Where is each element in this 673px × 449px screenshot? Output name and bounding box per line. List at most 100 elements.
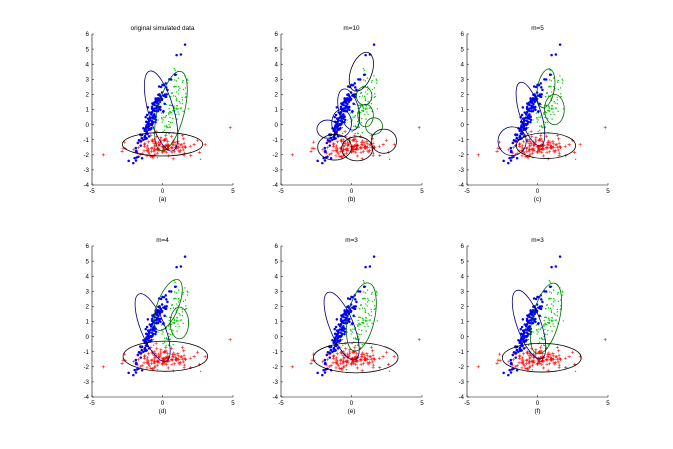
data-point-red <box>557 366 561 370</box>
data-point-blue <box>344 310 348 314</box>
component-ellipse <box>134 293 171 362</box>
x-tick-label: -5 <box>89 400 95 407</box>
data-point-green <box>552 85 555 88</box>
data-point-green <box>357 325 359 328</box>
data-point-green <box>535 112 538 114</box>
data-point-red <box>336 364 341 368</box>
data-point-blue <box>323 159 327 162</box>
data-point-green <box>551 91 553 93</box>
panel-title: m=4 <box>156 237 169 244</box>
component-ellipse <box>143 70 179 152</box>
data-point-blue <box>538 305 542 308</box>
data-point-red <box>546 143 550 147</box>
data-point-red <box>339 350 343 354</box>
data-point-green <box>358 333 360 336</box>
data-point-red <box>164 138 168 142</box>
data-point-red <box>150 358 154 362</box>
data-point-red <box>173 352 177 356</box>
data-point-red <box>542 359 546 363</box>
data-point-green <box>358 307 361 310</box>
data-point-green <box>357 120 359 123</box>
data-point-green <box>177 93 179 95</box>
component-ellipse <box>316 119 339 139</box>
data-point-green <box>165 132 168 135</box>
data-point-green <box>362 110 364 113</box>
data-point-green <box>172 117 174 120</box>
data-point-red <box>171 354 175 359</box>
data-point-blue <box>343 118 347 122</box>
data-point-blue <box>554 53 558 56</box>
data-point-green <box>357 316 360 319</box>
data-point-red <box>170 362 174 366</box>
y-tick-label: 6 <box>275 31 279 38</box>
data-point-green <box>539 116 542 118</box>
data-point-red <box>540 150 544 154</box>
data-point-red <box>192 355 196 359</box>
component-ellipse <box>323 291 360 361</box>
data-point-blue <box>150 110 154 114</box>
data-point-red <box>339 138 343 142</box>
data-point-green <box>179 87 181 89</box>
data-point-green <box>371 88 374 91</box>
data-point-red <box>171 143 175 147</box>
data-point-blue <box>368 265 372 268</box>
data-point-red <box>146 140 151 144</box>
data-point-green <box>554 319 556 321</box>
data-point-red <box>377 356 381 360</box>
data-point-red <box>373 145 377 149</box>
data-point-blue <box>339 338 342 342</box>
data-point-red <box>355 143 359 147</box>
data-point-green <box>175 309 178 311</box>
data-point-red <box>339 155 343 159</box>
data-point-red <box>146 352 151 356</box>
data-point-blue <box>346 85 350 88</box>
data-point-blue <box>321 373 324 377</box>
y-tick-label: -3 <box>83 379 89 386</box>
data-point-red <box>175 356 179 361</box>
y-tick-label: -4 <box>83 182 89 189</box>
data-point-blue <box>179 53 183 56</box>
data-point-red <box>553 150 557 154</box>
data-point-green <box>360 92 363 94</box>
data-point-red <box>557 349 561 353</box>
data-point-red <box>334 148 338 152</box>
data-point-green <box>366 85 369 88</box>
data-point-green <box>199 370 202 373</box>
data-point-green <box>156 156 159 159</box>
data-point-blue <box>155 98 159 102</box>
data-point-green <box>152 344 155 346</box>
data-point-red <box>351 139 355 143</box>
data-point-red <box>521 144 525 148</box>
data-point-red <box>150 146 154 150</box>
data-point-red <box>164 346 168 350</box>
y-tick-label: -4 <box>458 182 464 189</box>
data-point-blue <box>543 78 546 81</box>
data-point-green <box>157 331 159 333</box>
data-point-blue <box>143 127 147 131</box>
data-point-green <box>366 93 368 95</box>
data-point-green <box>538 116 540 118</box>
data-point-red <box>392 355 396 359</box>
data-point-red <box>521 356 525 360</box>
y-tick-label: 6 <box>86 31 90 38</box>
data-point-green <box>177 297 180 300</box>
data-point-red <box>166 139 170 144</box>
component-ellipse <box>348 51 374 92</box>
y-tick-label: -3 <box>272 379 278 386</box>
data-point-red <box>367 148 372 153</box>
data-point-red <box>338 154 342 158</box>
data-point-red <box>155 151 159 155</box>
component-ellipse <box>515 132 576 159</box>
data-point-red <box>355 351 359 356</box>
data-point-blue <box>328 356 331 359</box>
data-point-green <box>175 80 178 82</box>
data-point-blue <box>510 156 514 159</box>
data-point-green <box>162 331 164 333</box>
data-point-red <box>331 354 335 358</box>
data-point-blue <box>148 323 152 326</box>
x-tick-label: 5 <box>606 188 610 195</box>
data-point-red <box>344 151 348 155</box>
data-point-red <box>166 144 170 148</box>
data-point-green <box>350 333 352 335</box>
data-point-red <box>530 363 534 367</box>
